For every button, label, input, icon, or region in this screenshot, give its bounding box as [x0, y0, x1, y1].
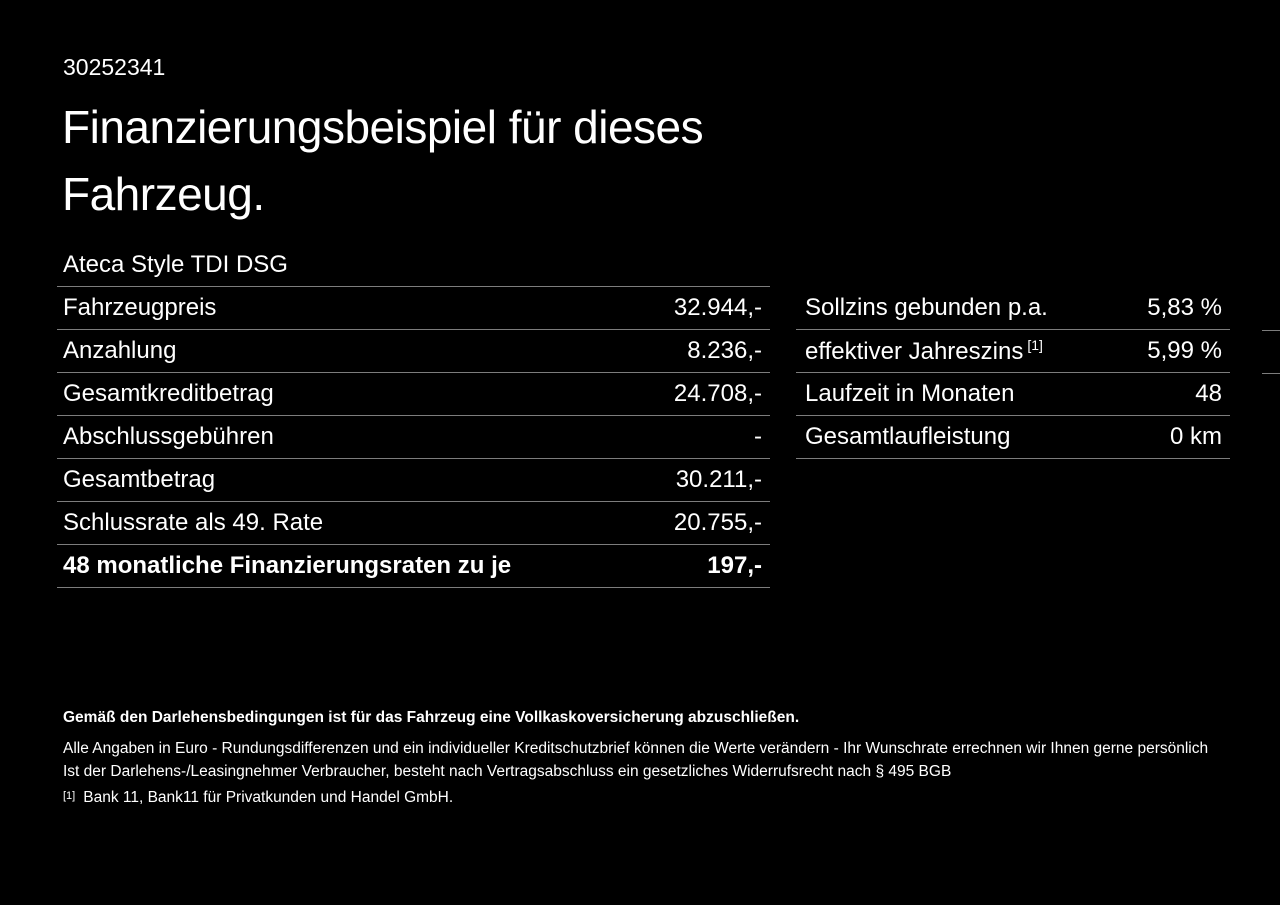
row-label: Gesamtkreditbetrag [63, 380, 274, 407]
table-row-abschlussgebuehren: Abschlussgebühren - [57, 416, 770, 459]
table-row-fahrzeugpreis: Fahrzeugpreis 32.944,- [57, 287, 770, 330]
table-row-gesamtlaufleistung: Gesamtlaufleistung 0 km [796, 416, 1230, 459]
table-row-effektiver-jahreszins: effektiver Jahreszins [1] 5,99 % [796, 330, 1230, 373]
row-value: 20.755,- [673, 509, 762, 536]
row-label: 48 monatliche Finanzierungsraten zu je [63, 552, 512, 579]
finance-table: Fahrzeugpreis 32.944,- Anzahlung 8.236,-… [57, 286, 770, 588]
page-title: Finanzierungsbeispiel für dieses Fahrzeu… [62, 94, 704, 228]
row-value: 197,- [707, 552, 762, 579]
footnote-marker: [1] [1027, 336, 1043, 353]
row-label: Sollzins gebunden p.a. [805, 294, 1048, 321]
row-label: effektiver Jahreszins [1] [805, 336, 1043, 365]
table-row-gesamtbetrag: Gesamtbetrag 30.211,- [57, 459, 770, 502]
reference-number: 30252341 [63, 54, 166, 80]
table-row-gesamtkreditbetrag: Gesamtkreditbetrag 24.708,- [57, 373, 770, 416]
row-value: 48 [1195, 380, 1222, 407]
row-value: 24.708,- [673, 380, 762, 407]
insurance-note: Gemäß den Darlehensbedingungen ist für d… [63, 709, 800, 726]
row-label: Abschlussgebühren [63, 423, 274, 450]
row-label: Laufzeit in Monaten [805, 380, 1015, 407]
row-value: 0 km [1169, 423, 1222, 450]
table-row-sollzins: Sollzins gebunden p.a. 5,83 % [796, 287, 1230, 330]
row-value: 5,83 % [1147, 294, 1222, 321]
disclaimer-line-2: Ist der Darlehens-/Leasingnehmer Verbrau… [63, 763, 952, 780]
table-row-monatsrate: 48 monatliche Finanzierungsraten zu je 1… [57, 545, 770, 588]
page-title-line1: Finanzierungsbeispiel für dieses [62, 101, 704, 153]
bank-footnote-text: Bank 11, Bank11 für Privatkunden und Han… [83, 789, 454, 806]
row-label: Fahrzeugpreis [63, 294, 217, 321]
row-value: 32.944,- [673, 294, 762, 321]
page-title-line2: Fahrzeug. [62, 168, 265, 220]
row-label: Schlussrate als 49. Rate [63, 509, 324, 536]
vehicle-model: Ateca Style TDI DSG [63, 251, 288, 278]
bank-footnote-marker: [1] [63, 790, 76, 802]
table-row-schlussrate: Schlussrate als 49. Rate 20.755,- [57, 502, 770, 545]
row-label: Gesamtbetrag [63, 466, 216, 493]
table-row-anzahlung: Anzahlung 8.236,- [57, 330, 770, 373]
row-value: - [754, 423, 762, 450]
row-value: 5,99 % [1147, 337, 1222, 364]
row-label: Gesamtlaufleistung [805, 423, 1011, 450]
bank-footnote: [1] Bank 11, Bank11 für Privatkunden und … [63, 789, 453, 807]
table-row-laufzeit: Laufzeit in Monaten 48 [796, 373, 1230, 416]
row-label: Anzahlung [63, 337, 177, 364]
conditions-table: Sollzins gebunden p.a. 5,83 % effektiver… [796, 287, 1230, 459]
row-value: 8.236,- [687, 337, 762, 364]
row-value: 30.211,- [675, 466, 762, 493]
divider-edge-stub [1262, 373, 1280, 374]
disclaimer-line-1: Alle Angaben in Euro - Rundungsdifferenz… [63, 740, 1209, 757]
divider-edge-stub [1262, 330, 1280, 331]
